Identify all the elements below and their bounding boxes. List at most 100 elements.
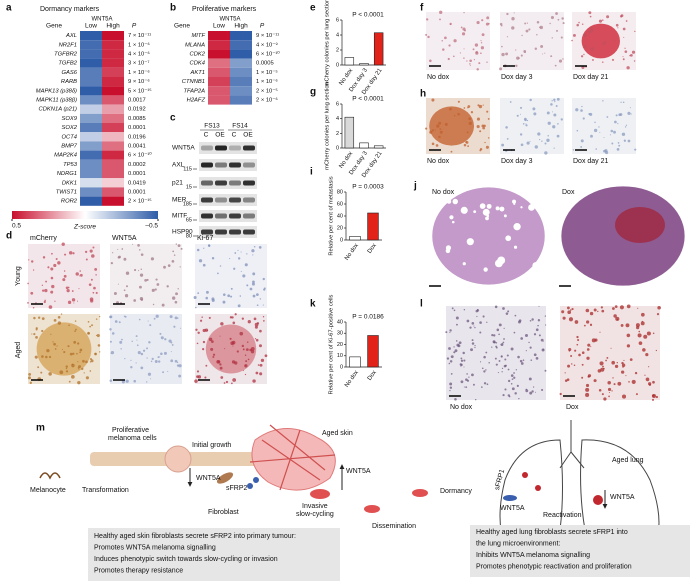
cell-nucleus bbox=[601, 19, 604, 21]
bar bbox=[367, 335, 379, 368]
cell-nucleus bbox=[517, 355, 520, 359]
cell-nucleus bbox=[526, 141, 530, 145]
cell-nucleus bbox=[607, 387, 612, 392]
heatmap-cell bbox=[230, 58, 252, 68]
blot-background bbox=[199, 177, 257, 189]
cell-nucleus bbox=[71, 363, 74, 366]
annotation: P < 0.0001 bbox=[352, 96, 384, 103]
cell-nucleus bbox=[539, 138, 541, 141]
cell-nucleus bbox=[505, 126, 508, 129]
cell-nucleus bbox=[460, 380, 464, 384]
cell-nucleus bbox=[32, 269, 35, 271]
heatmap-cell bbox=[80, 113, 102, 123]
cell-nucleus bbox=[501, 355, 503, 357]
heatmap-cell bbox=[208, 77, 230, 87]
cell-nucleus bbox=[581, 105, 583, 108]
cell-nucleus bbox=[619, 305, 624, 310]
cell-nucleus bbox=[475, 309, 479, 313]
cell-nucleus bbox=[589, 15, 592, 18]
cell-nucleus bbox=[63, 350, 66, 354]
cell-nucleus bbox=[161, 303, 165, 307]
cell-nucleus bbox=[133, 379, 137, 383]
cell-nucleus bbox=[474, 344, 476, 347]
blot-band bbox=[229, 213, 241, 219]
cell-nucleus bbox=[555, 12, 558, 15]
cell-nucleus bbox=[87, 320, 90, 323]
heatmap-cell bbox=[102, 178, 124, 188]
heatmap-cell bbox=[102, 77, 124, 87]
cell-nucleus bbox=[439, 10, 443, 14]
schematic-label: Proliferative bbox=[112, 427, 149, 434]
cell-nucleus bbox=[447, 57, 450, 61]
cell-nucleus bbox=[638, 330, 641, 333]
cell-nucleus bbox=[53, 263, 57, 268]
blot-band bbox=[229, 162, 241, 168]
cell-nucleus bbox=[616, 148, 620, 151]
cell-nucleus bbox=[589, 323, 593, 326]
cell-nucleus bbox=[65, 365, 68, 368]
cell-nucleus bbox=[76, 352, 78, 355]
sfrp2 bbox=[247, 483, 253, 489]
cell-nucleus bbox=[41, 289, 45, 292]
x-tick-label: No dox bbox=[344, 370, 360, 389]
cell-nucleus bbox=[637, 307, 639, 309]
cell-nucleus bbox=[485, 22, 489, 26]
cell-nucleus bbox=[78, 288, 80, 290]
gene-name: SOX9 bbox=[62, 116, 78, 122]
cell-nucleus bbox=[604, 41, 607, 43]
cell-nucleus bbox=[576, 129, 579, 132]
cell-nucleus bbox=[63, 270, 66, 272]
cell-nucleus bbox=[233, 267, 236, 270]
airway bbox=[486, 203, 492, 209]
cell-nucleus bbox=[575, 108, 579, 112]
cell-nucleus bbox=[264, 287, 266, 290]
cell-nucleus bbox=[232, 378, 237, 382]
p-value: 0.0041 bbox=[128, 144, 146, 150]
airway bbox=[533, 271, 536, 274]
cell-nucleus bbox=[441, 40, 443, 42]
cell-nucleus bbox=[242, 370, 244, 372]
cell-nucleus bbox=[254, 325, 258, 329]
cell-nucleus bbox=[633, 60, 636, 62]
cell-nucleus bbox=[544, 369, 547, 372]
column-header: Gene bbox=[174, 23, 190, 30]
panel-label: a bbox=[6, 3, 12, 14]
cell-nucleus bbox=[577, 338, 580, 342]
y-tick-label: 6 bbox=[336, 101, 339, 107]
cell-nucleus bbox=[598, 388, 602, 392]
cell-nucleus bbox=[229, 337, 232, 340]
cell-nucleus bbox=[151, 288, 155, 292]
caption: No dox bbox=[427, 74, 450, 81]
cell-nucleus bbox=[514, 392, 517, 395]
disseminating-cell bbox=[412, 489, 428, 497]
cell-nucleus bbox=[468, 121, 472, 125]
cell-nucleus bbox=[478, 104, 483, 109]
cell-nucleus bbox=[94, 352, 97, 356]
sfrp2 bbox=[253, 477, 259, 483]
cell-nucleus bbox=[132, 243, 134, 245]
cell-nucleus bbox=[71, 298, 76, 302]
airway bbox=[512, 199, 517, 204]
p-value: 0.0002 bbox=[128, 162, 146, 168]
cell-nucleus bbox=[583, 34, 587, 38]
cell-nucleus bbox=[600, 367, 605, 372]
cell-nucleus bbox=[581, 351, 585, 354]
melanocyte bbox=[39, 472, 61, 480]
cell-nucleus bbox=[567, 364, 571, 368]
gene-name: CDK4 bbox=[190, 61, 205, 67]
cell-nucleus bbox=[47, 266, 50, 269]
cell-nucleus bbox=[588, 113, 591, 116]
heatmap-cell bbox=[102, 49, 124, 59]
cell-nucleus bbox=[611, 58, 615, 61]
airway bbox=[473, 210, 477, 214]
box-text: Promotes WNT5A melanoma signalling bbox=[94, 544, 216, 551]
cell-nucleus bbox=[494, 305, 498, 309]
cell-nucleus bbox=[634, 148, 637, 151]
cell-nucleus bbox=[501, 367, 504, 370]
colorbar-tick-label: –0.5 bbox=[145, 223, 158, 230]
heatmap-cell bbox=[102, 196, 124, 206]
box-text: Induces phenotypic switch towards slow-c… bbox=[94, 556, 278, 563]
cell-nucleus bbox=[531, 390, 534, 393]
cell-nucleus bbox=[627, 139, 631, 143]
heatmap-cell bbox=[80, 86, 102, 96]
